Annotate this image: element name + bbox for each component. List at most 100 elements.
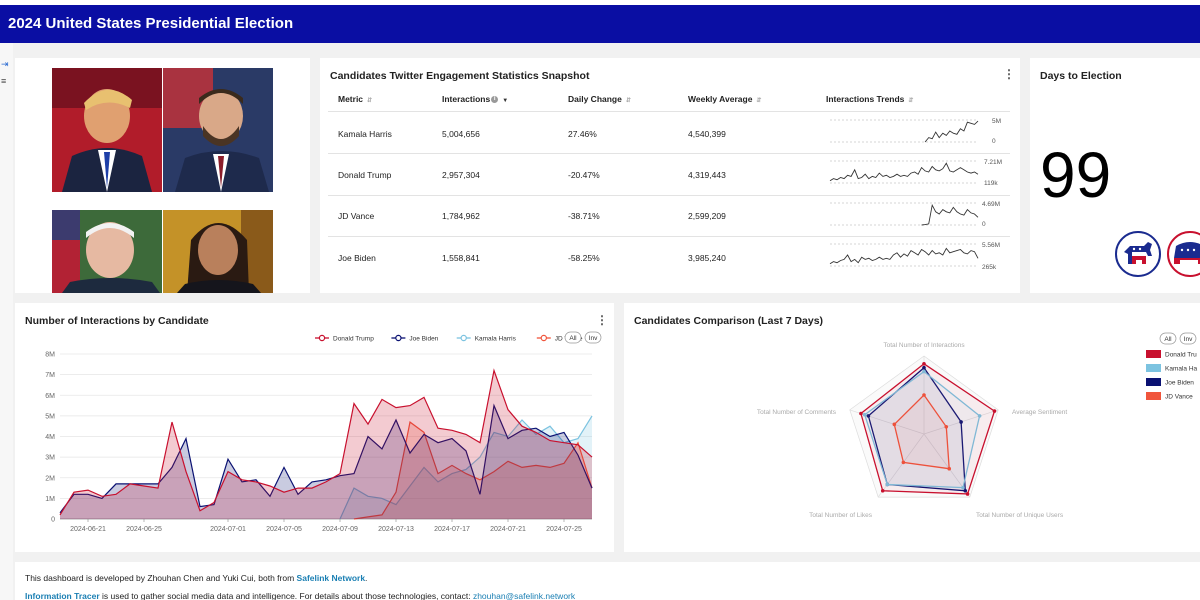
legend-toggle-label: All (1164, 336, 1172, 343)
line-donald-trump (59, 368, 593, 516)
interactions-area-chart[interactable]: 0 1M 2M 3M 4M 5M 6M 7M 8M 2024-06-21 2024-06-25 202… (15, 303, 614, 552)
information-tracer-link[interactable]: Information Tracer (25, 591, 100, 600)
legend-label: Kamala Ha (1165, 366, 1198, 373)
radar-chart-title: Candidates Comparison (Last 7 Days) (634, 315, 824, 327)
table-cell-metric: Donald Trump (338, 170, 392, 180)
y-tick-label: 0 (51, 517, 55, 524)
x-tick-label: 2024-07-09 (322, 526, 358, 533)
radar-point (944, 424, 949, 429)
footer-contact: Information Tracer is used to gather soc… (25, 591, 576, 600)
footer-card (15, 562, 1200, 600)
radar-point (866, 414, 871, 418)
x-tick-label: 2024-06-25 (126, 526, 162, 533)
table-cell-interactions: 2,957,304 (442, 170, 480, 180)
democrat-donkey-icon (1115, 231, 1161, 277)
table-cell-weekly-average: 4,319,443 (688, 170, 726, 180)
x-tick-label: 2024-07-17 (434, 526, 470, 533)
x-tick-label: 2024-07-05 (266, 526, 302, 533)
area-kamala-harris (340, 415, 592, 519)
legend-toggle-label: All (569, 335, 577, 342)
footer-credits: This dashboard is developed by Zhouhan C… (25, 573, 368, 583)
sparkline-0 (924, 120, 979, 143)
y-tick-label: 1M (45, 496, 55, 503)
photos-card (15, 58, 310, 293)
line-kamala-harris (339, 415, 593, 520)
table-cell-weekly-average: 2,599,209 (688, 211, 726, 221)
row-divider (328, 153, 1010, 154)
x-tick-label: 2024-07-25 (546, 526, 582, 533)
table-cell-metric: Joe Biden (338, 253, 376, 263)
days-title: Days to Election (1040, 70, 1122, 82)
legend-marker (318, 334, 326, 342)
row-divider (328, 195, 1010, 196)
engagement-menu-icon[interactable]: ⋮ (1003, 67, 1015, 81)
table-cell-daily-change: -58.25% (568, 253, 600, 263)
radar-series-joe-biden (867, 366, 966, 492)
radar-point (922, 369, 926, 374)
col-header-interactions[interactable]: Interactions i ▼ (442, 94, 509, 104)
republican-elephant-icon (1167, 231, 1200, 277)
col-header-metric[interactable]: Metric ⇵ (338, 94, 373, 104)
y-tick-label: 8M (45, 352, 55, 359)
radar-axis-label: Total Number of Comments (757, 409, 837, 416)
filter-icon[interactable]: ≡ (1, 76, 7, 86)
radar-axis-label: Total Number of Likes (809, 512, 873, 519)
radar-point (963, 488, 968, 493)
radar-point (961, 485, 965, 490)
legend-swatch (1146, 392, 1161, 400)
spark-min-label: 265k (982, 264, 997, 271)
legend-swatch (1146, 378, 1161, 386)
line-chart-menu-icon[interactable]: ⋮ (596, 313, 608, 327)
expand-sidebar-icon[interactable]: ⇥ (1, 59, 9, 69)
radar-axis-label: Total Number of Interactions (883, 342, 965, 349)
radar-point (892, 422, 897, 427)
legend-label: Donald Tru (1165, 352, 1197, 359)
radar-point (992, 409, 997, 413)
radar-series-kamala-harris (863, 370, 981, 489)
table-cell-interactions: 5,004,656 (442, 129, 480, 139)
contact-email-link[interactable]: zhouhan@safelink.network (472, 591, 576, 600)
col-header-daily-change[interactable]: Daily Change ⇵ (568, 94, 631, 104)
radar-point (859, 411, 863, 416)
radar-point (965, 492, 970, 496)
table-cell-daily-change: -20.47% (568, 170, 600, 180)
left-rail: ⇥ ≡ (0, 43, 13, 600)
col-header-weekly-average[interactable]: Weekly Average ⇵ (688, 94, 762, 104)
legend-label: Joe Biden (409, 336, 438, 343)
x-tick-label: 2024-07-13 (378, 526, 414, 533)
days-value: 99 (1040, 139, 1112, 211)
sparkline-3 (829, 247, 979, 265)
table-cell-interactions: 1,784,962 (442, 211, 480, 221)
sparkline-2 (921, 203, 979, 226)
party-logos (1115, 231, 1200, 277)
legend-toggle-button (1179, 332, 1197, 345)
radar-point (947, 466, 952, 471)
spark-min-label: 0 (992, 138, 996, 145)
legend-marker (540, 334, 548, 342)
line-chart-title: Number of Interactions by Candidate (25, 315, 209, 327)
y-tick-label: 5M (45, 413, 55, 420)
legend-swatch (1146, 350, 1161, 358)
table-cell-metric: JD Vance (338, 211, 375, 221)
radar-point (922, 365, 926, 370)
col-header-trends[interactable]: Interactions Trends ⇵ (826, 94, 914, 104)
legend-label: Kamala Harris (475, 336, 517, 343)
table-cell-daily-change: -38.71% (568, 211, 600, 221)
legend-toggle-button (584, 331, 602, 344)
radar-point (922, 362, 926, 366)
candidate-photo-trump (52, 68, 162, 192)
radar-series-donald-trump (860, 362, 996, 495)
candidates-radar-chart[interactable]: Total Number of Interactions Average Sent… (624, 303, 1200, 552)
legend-marker (395, 334, 402, 342)
table-cell-daily-change: 27.46% (568, 129, 597, 139)
radar-axis-label: Total Number of Unique Users (976, 512, 1064, 519)
table-cell-weekly-average: 4,540,399 (688, 129, 726, 139)
radar-series-jd-vance (893, 393, 950, 470)
table-cell-interactions: 1,558,841 (442, 253, 480, 263)
candidate-photo-harris (163, 210, 273, 293)
legend-label: Joe Biden (1165, 380, 1194, 387)
legend-toggle-label: Inv (589, 335, 598, 342)
table-header-divider (328, 111, 1010, 112)
candidate-photo-vance (163, 68, 273, 192)
safelink-link[interactable]: Safelink Network (296, 573, 366, 583)
